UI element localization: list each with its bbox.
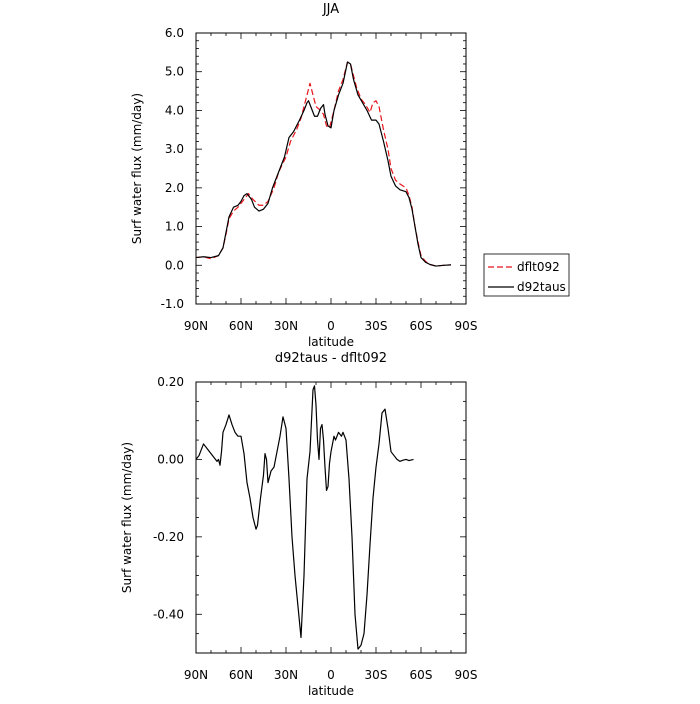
top-y-tick-label: 1.0 (165, 220, 184, 234)
bottom-x-axis-label: latitude (308, 684, 354, 698)
bottom-x-tick-label: 60S (410, 668, 433, 682)
bottom-panel: d92taus - dflt092 latitude Surf water fl… (120, 351, 477, 698)
legend: dflt092 d92taus (483, 253, 570, 297)
bottom-series-line-difference (195, 385, 414, 650)
top-y-tick-label: 4.0 (165, 103, 184, 117)
bottom-x-tick-label: 90N (184, 668, 208, 682)
bottom-x-tick-label: 90S (455, 668, 478, 682)
top-x-tick-label: 90N (184, 319, 208, 333)
bottom-x-tick-label: 30S (365, 668, 388, 682)
top-series-line-d92taus (195, 61, 452, 267)
top-y-tick-label: 2.0 (165, 181, 184, 195)
top-x-tick-label: 30S (365, 319, 388, 333)
bottom-x-tick-label: 0 (327, 668, 335, 682)
top-y-tick-label: -1.0 (161, 297, 184, 311)
top-x-tick-label: 60N (229, 319, 253, 333)
top-y-tick-label: 0.0 (165, 258, 184, 272)
bottom-y-tick-label: 0.00 (157, 452, 184, 466)
legend-label-dflt092: dflt092 (517, 260, 560, 274)
legend-box (483, 253, 570, 297)
top-plot-frame (195, 32, 467, 305)
top-series-line-dflt092 (195, 61, 452, 267)
top-x-tick-label: 0 (327, 319, 335, 333)
top-chart-title: JJA (322, 2, 339, 17)
bottom-x-tick-label: 60N (229, 668, 253, 682)
top-y-tick-label: 3.0 (165, 142, 184, 156)
top-panel: JJA latitude Surf water flux (mm/day) 90… (130, 2, 477, 349)
top-x-tick-label: 60S (410, 319, 433, 333)
top-x-tick-label: 30N (274, 319, 298, 333)
top-y-axis-label: Surf water flux (mm/day) (130, 93, 144, 244)
bottom-y-tick-label: 0.20 (157, 375, 184, 389)
bottom-y-tick-label: -0.40 (153, 607, 184, 621)
bottom-plot-frame (195, 381, 467, 654)
legend-label-d92taus: d92taus (517, 280, 566, 294)
top-y-tick-label: 5.0 (165, 65, 184, 79)
bottom-y-tick-label: -0.20 (153, 530, 184, 544)
bottom-y-axis-label: Surf water flux (mm/day) (120, 442, 134, 593)
top-x-tick-label: 90S (455, 319, 478, 333)
top-x-axis-label: latitude (308, 335, 354, 349)
top-y-tick-label: 6.0 (165, 26, 184, 40)
bottom-x-tick-label: 30N (274, 668, 298, 682)
bottom-chart-title: d92taus - dflt092 (275, 351, 387, 366)
